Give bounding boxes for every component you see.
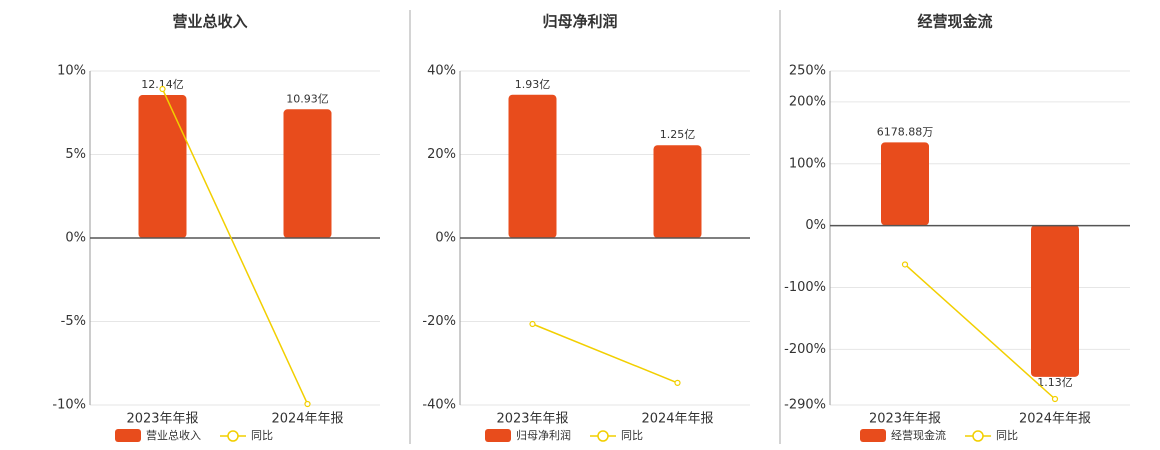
y-tick-label: -200%	[784, 342, 826, 357]
bar	[1031, 225, 1079, 377]
legend-swatch	[860, 429, 886, 442]
y-tick-label: 10%	[57, 64, 86, 79]
chart-title: 营业总收入	[172, 13, 247, 31]
bar-label: 10.93亿	[286, 92, 329, 105]
bar-label: 1.13亿	[1037, 376, 1073, 389]
x-tick-label: 2024年年报	[1019, 412, 1091, 427]
legend-label: 同比	[996, 429, 1018, 442]
bar-label: 6178.88万	[877, 125, 934, 138]
legend-label: 经营现金流	[891, 428, 946, 442]
legend-swatch	[485, 429, 511, 442]
line-point	[901, 261, 909, 268]
line	[532, 323, 678, 384]
y-tick-label: 250%	[789, 64, 826, 79]
legend-label: 归母净利润	[516, 428, 571, 442]
bar	[653, 145, 702, 238]
x-tick-label: 2023年年报	[126, 412, 198, 427]
y-tick-label: 0%	[435, 231, 456, 246]
bar	[508, 94, 557, 238]
bar-label: 1.93亿	[515, 78, 551, 91]
legend-swatch	[597, 430, 609, 442]
bar-label: 12.14亿	[141, 78, 184, 91]
legend-label: 营业总收入	[146, 428, 201, 442]
x-tick-label: 2024年年报	[271, 412, 343, 427]
legend-label: 同比	[621, 429, 643, 442]
legend-swatch	[972, 430, 984, 442]
line-point	[304, 400, 311, 408]
y-tick-label: 20%	[427, 147, 456, 162]
y-tick-label: -20%	[422, 314, 456, 329]
line-point	[529, 320, 536, 328]
x-tick-label: 2024年年报	[641, 412, 713, 427]
line	[904, 263, 1056, 400]
bar	[138, 95, 187, 238]
y-tick-label: -5%	[61, 314, 86, 329]
line-point	[159, 85, 166, 93]
x-tick-label: 2023年年报	[869, 412, 941, 427]
legend-label: 同比	[251, 429, 273, 442]
bar	[881, 142, 929, 226]
y-tick-label: -100%	[784, 280, 826, 295]
line-point	[1051, 395, 1059, 403]
chart-title: 经营现金流	[917, 13, 992, 31]
y-tick-label: -290%	[784, 398, 826, 413]
y-tick-label: 5%	[65, 147, 86, 162]
y-tick-label: -40%	[422, 398, 456, 413]
y-tick-label: 40%	[427, 64, 456, 79]
chart-title: 归母净利润	[542, 13, 617, 31]
y-tick-label: 0%	[805, 218, 826, 233]
y-tick-label: 200%	[789, 94, 826, 109]
bar	[283, 109, 332, 238]
y-tick-label: 0%	[65, 231, 86, 246]
line	[161, 88, 309, 405]
x-tick-label: 2023年年报	[496, 412, 568, 427]
line-point	[674, 379, 681, 386]
legend-swatch	[115, 429, 141, 442]
y-tick-label: 100%	[789, 156, 826, 171]
y-tick-label: -10%	[52, 398, 86, 413]
bar-label: 1.25亿	[660, 128, 696, 141]
legend-swatch	[227, 430, 239, 442]
